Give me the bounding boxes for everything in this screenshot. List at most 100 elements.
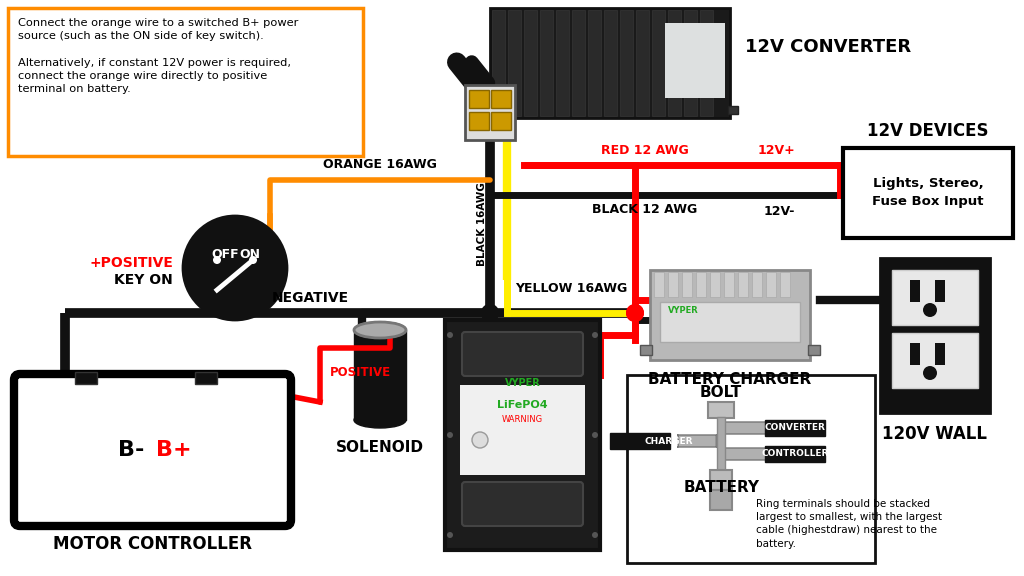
FancyArrowPatch shape (472, 62, 488, 83)
Ellipse shape (354, 412, 406, 428)
Bar (892, 333, 978, 388)
Text: KEY ON: KEY ON (115, 273, 173, 287)
FancyBboxPatch shape (8, 8, 362, 156)
Text: MOTOR CONTROLLER: MOTOR CONTROLLER (53, 535, 252, 553)
Bar (465, 85, 515, 140)
Text: B-: B- (118, 440, 144, 460)
Text: CONVERTER: CONVERTER (765, 423, 825, 433)
Bar (636, 10, 649, 116)
Circle shape (249, 256, 257, 264)
Bar (620, 10, 633, 116)
Bar (445, 320, 600, 550)
Text: Lights, Stereo,
Fuse Box Input: Lights, Stereo, Fuse Box Input (872, 177, 984, 209)
Text: +POSITIVE: +POSITIVE (89, 256, 173, 270)
Bar (668, 272, 678, 297)
Text: B+: B+ (156, 440, 191, 460)
Bar (935, 343, 945, 365)
FancyBboxPatch shape (677, 435, 717, 447)
FancyArrowPatch shape (457, 62, 473, 83)
FancyBboxPatch shape (610, 433, 671, 449)
Circle shape (923, 366, 937, 380)
Circle shape (923, 303, 937, 317)
Circle shape (626, 304, 644, 322)
Bar (780, 272, 790, 297)
Text: POSITIVE: POSITIVE (330, 366, 390, 378)
Bar (684, 10, 697, 116)
Bar (892, 270, 978, 325)
Bar (843, 148, 1013, 238)
Text: 12V+: 12V+ (758, 144, 795, 157)
Bar (766, 272, 776, 297)
Bar (572, 10, 585, 116)
Bar (588, 10, 601, 116)
Text: BLACK 16AWG: BLACK 16AWG (477, 182, 487, 266)
Bar (540, 10, 553, 116)
Circle shape (592, 432, 598, 438)
Bar (935, 280, 945, 302)
Bar (650, 270, 810, 360)
Circle shape (447, 432, 453, 438)
Bar (724, 272, 734, 297)
Text: 12V-: 12V- (764, 205, 795, 218)
Bar (195, 372, 217, 384)
Bar (808, 345, 820, 355)
Text: SOLENOID: SOLENOID (336, 440, 424, 455)
Text: 12V DEVICES: 12V DEVICES (867, 122, 989, 140)
Bar (682, 272, 692, 297)
Bar (490, 8, 730, 118)
Bar (490, 90, 511, 108)
Text: CONTROLLER: CONTROLLER (762, 449, 828, 458)
Circle shape (481, 304, 499, 322)
Bar (469, 90, 489, 108)
Bar (469, 112, 489, 130)
FancyBboxPatch shape (462, 482, 583, 526)
Bar (652, 10, 665, 116)
Text: 120V WALL: 120V WALL (883, 425, 987, 443)
Bar (556, 10, 569, 116)
Bar (738, 272, 748, 297)
Bar (710, 272, 720, 297)
Bar (490, 112, 511, 130)
Circle shape (481, 304, 499, 322)
FancyBboxPatch shape (14, 374, 291, 526)
Text: BATTERY: BATTERY (683, 480, 759, 495)
Text: LiFePO4: LiFePO4 (498, 400, 548, 410)
Text: ON: ON (240, 248, 260, 260)
Text: Ring terminals should be stacked
largest to smallest, with the largest
cable (hi: Ring terminals should be stacked largest… (756, 499, 942, 549)
Circle shape (592, 532, 598, 538)
FancyBboxPatch shape (724, 448, 766, 460)
Bar (700, 10, 713, 116)
FancyBboxPatch shape (711, 470, 732, 490)
Text: 12V CONVERTER: 12V CONVERTER (745, 38, 911, 56)
Bar (910, 343, 920, 365)
Text: YELLOW 16AWG: YELLOW 16AWG (515, 282, 628, 295)
Bar (460, 385, 585, 475)
Ellipse shape (354, 322, 406, 338)
FancyBboxPatch shape (724, 422, 766, 434)
Bar (880, 258, 990, 413)
Circle shape (472, 432, 488, 448)
FancyBboxPatch shape (462, 332, 583, 376)
Text: RED 12 AWG: RED 12 AWG (601, 144, 689, 157)
Bar (717, 417, 725, 477)
Bar (696, 272, 706, 297)
Bar (910, 280, 920, 302)
Bar (482, 106, 492, 114)
Text: BOLT: BOLT (700, 385, 742, 400)
Ellipse shape (354, 322, 406, 338)
Bar (640, 345, 652, 355)
Text: BLACK 12 AWG: BLACK 12 AWG (592, 203, 697, 216)
Circle shape (447, 532, 453, 538)
Bar (665, 23, 725, 98)
FancyBboxPatch shape (709, 402, 734, 418)
Circle shape (183, 216, 287, 320)
Bar (660, 302, 800, 342)
FancyBboxPatch shape (765, 446, 825, 462)
Bar (524, 10, 537, 116)
Text: WARNING: WARNING (502, 415, 543, 424)
Bar (627, 375, 874, 563)
FancyBboxPatch shape (711, 490, 732, 510)
Text: Connect the orange wire to a switched B+ power
source (such as the ON side of ke: Connect the orange wire to a switched B+… (18, 18, 298, 94)
Bar (752, 272, 762, 297)
Bar (668, 10, 681, 116)
